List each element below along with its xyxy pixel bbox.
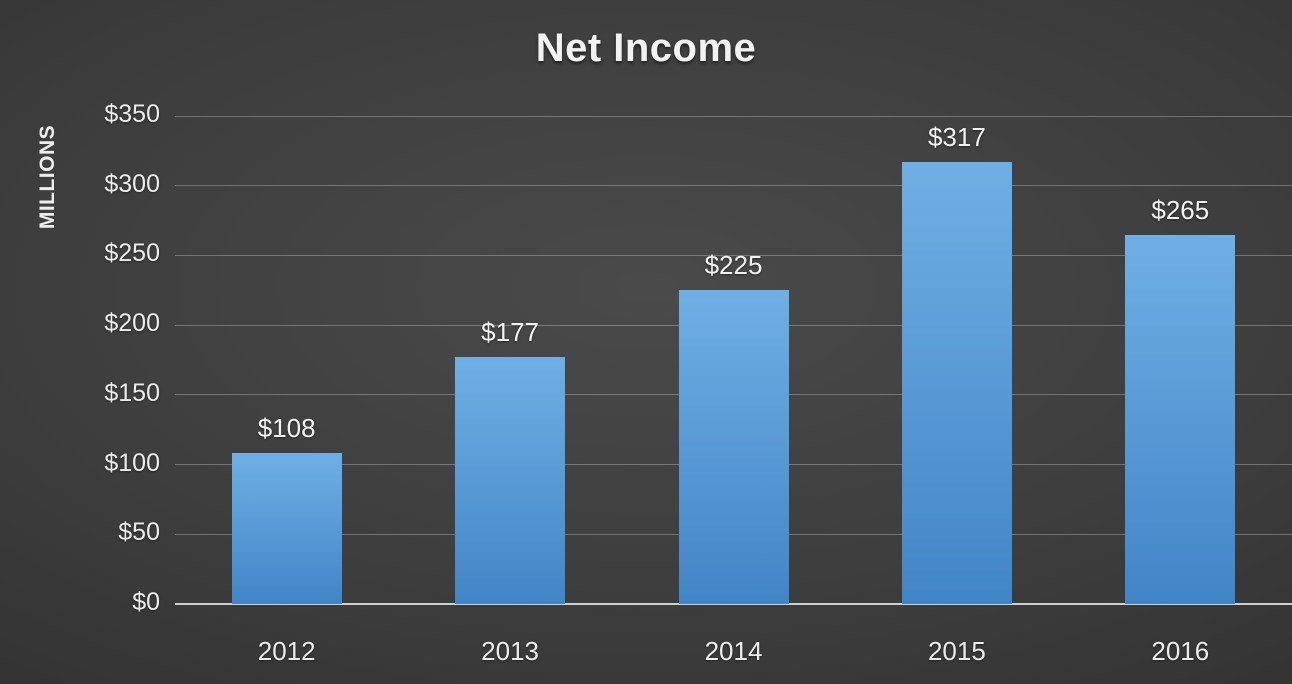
- y-tick-label-250: $250: [104, 239, 160, 268]
- bar-2014: [678, 290, 789, 604]
- y-tick-label-300: $300: [104, 169, 160, 198]
- bar-2012: [231, 453, 342, 604]
- bar-value-label-2016: $265: [1151, 194, 1210, 225]
- bar-value-label-2014: $225: [704, 250, 763, 281]
- y-tick-label-100: $100: [104, 448, 160, 477]
- y-tick-label-50: $50: [118, 518, 160, 547]
- gridline-350: [175, 115, 1292, 117]
- bar-value-label-2013: $177: [481, 317, 540, 348]
- gridline-300: [175, 185, 1292, 187]
- x-axis-line: [175, 603, 1292, 605]
- bar-value-label-2015: $317: [927, 122, 986, 152]
- y-tick-label-350: $350: [104, 100, 160, 128]
- x-tick-label-2012: 2012: [257, 636, 316, 666]
- bar-2016: [1125, 234, 1236, 604]
- y-tick-label-200: $200: [104, 309, 160, 338]
- x-tick-label-2015: 2015: [927, 636, 986, 666]
- x-tick-label-2014: 2014: [704, 636, 763, 666]
- x-tick-label-2013: 2013: [481, 636, 540, 666]
- x-tick-label-2016: 2016: [1151, 636, 1210, 666]
- y-tick-label-150: $150: [104, 378, 160, 407]
- bar-2015: [901, 162, 1012, 604]
- y-tick-label-0: $0: [132, 588, 160, 616]
- bar-value-label-2012: $108: [257, 413, 316, 444]
- bar-2013: [455, 357, 566, 604]
- gridline-250: [175, 254, 1292, 256]
- chart-title: Net Income: [535, 26, 757, 70]
